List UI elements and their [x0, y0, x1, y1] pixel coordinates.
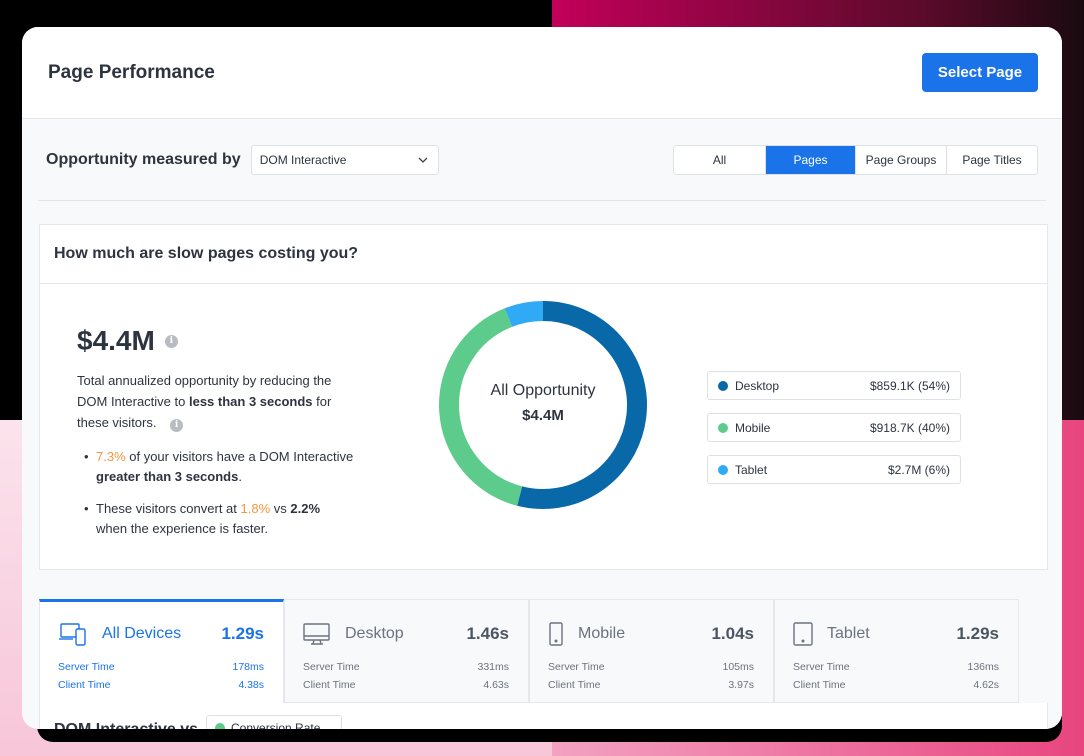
bullet-conversion: These visitors convert at 1.8% vs 2.2% w…: [84, 499, 354, 539]
tab-mobile[interactable]: Mobile 1.04s Server Time 105ms Client Tim…: [529, 599, 774, 703]
bullet-bold: greater than 3 seconds: [96, 469, 239, 484]
device-value: 1.29s: [956, 624, 999, 643]
fast-conversion: 2.2%: [290, 501, 321, 516]
view-segmented-control: All Pages Page Groups Page Titles: [673, 144, 1038, 175]
desktop-dot-icon: [718, 380, 728, 391]
donut-chart: [439, 301, 647, 509]
legend-desktop: Desktop $859.1K (54%): [707, 371, 961, 400]
tab-tablet[interactable]: Tablet 1.29s Server Time 136ms Client Tim…: [774, 599, 1019, 703]
slow-visitor-pct: 7.3%: [96, 449, 126, 464]
desktop-icon: [303, 623, 330, 645]
bullet-text: .: [238, 469, 242, 484]
info-icon[interactable]: i: [164, 334, 178, 348]
bullet-text: These visitors convert at: [96, 501, 241, 516]
client-time-value: 4.63s: [483, 679, 509, 691]
mobile-dot-icon: [718, 422, 728, 433]
tab-desktop[interactable]: Desktop 1.46s Server Time 331ms Client Ti…: [284, 599, 529, 703]
mobile-icon: [549, 622, 563, 646]
chevron-down-icon: [418, 157, 428, 163]
bullet-text: vs: [270, 501, 291, 516]
legend-name: Tablet: [735, 462, 768, 477]
client-time-value: 4.38s: [238, 679, 264, 691]
opportunity-label: Opportunity measured by: [46, 150, 241, 168]
device-name: Tablet: [827, 625, 870, 642]
segment-pages[interactable]: Pages: [765, 145, 855, 174]
metric-select[interactable]: DOM Interactive: [250, 144, 439, 175]
bullet-slow-visitors: 7.3% of your visitors have a DOM Interac…: [84, 447, 354, 487]
desc-text: Total annualized opportunity by reducing…: [77, 373, 332, 409]
header: Page Performance Select Page: [22, 27, 1062, 119]
device-name: Mobile: [578, 625, 626, 642]
desc-text: for these visitors.: [77, 394, 332, 430]
tablet-icon: [793, 622, 813, 646]
conversion-rate-select[interactable]: Conversion Rate: [206, 715, 342, 729]
info-icon[interactable]: i: [170, 419, 184, 432]
devices-icon: [59, 623, 86, 646]
page-performance-card: Page Performance Select Page Opportunity…: [22, 27, 1062, 729]
donut-label: All Opportunity: [490, 382, 596, 399]
client-time-label: Client Time: [58, 679, 111, 691]
conversion-label: Conversion Rate: [231, 721, 321, 729]
filters-bar: Opportunity measured by DOM Interactive …: [38, 119, 1046, 201]
server-time-value: 105ms: [722, 661, 754, 673]
donut-slice-mobile[interactable]: [439, 308, 523, 506]
opportunity-donut: All Opportunity $4.4M: [438, 300, 648, 515]
opportunity-description: Total annualized opportunity by reducing…: [77, 370, 347, 433]
device-value: 1.46s: [466, 624, 509, 643]
opportunity-panel: How much are slow pages costing you? $4.…: [39, 224, 1048, 570]
server-time-value: 178ms: [232, 661, 264, 673]
donut-value: $4.4M: [522, 407, 564, 424]
device-value: 1.29s: [221, 624, 264, 643]
server-time-value: 136ms: [967, 661, 999, 673]
legend-tablet: Tablet $2.7M (6%): [707, 455, 961, 484]
server-time-label: Server Time: [303, 661, 360, 673]
segment-page-groups[interactable]: Page Groups: [855, 145, 946, 174]
donut-slice-desktop[interactable]: [517, 301, 647, 509]
segment-all[interactable]: All: [712, 152, 727, 167]
bullet-text: of your visitors have a DOM Interactive: [125, 449, 354, 464]
page-title: Page Performance: [48, 61, 215, 83]
legend-value: $2.7M (6%): [887, 462, 950, 477]
donut-slice-tablet[interactable]: [504, 301, 544, 328]
bullet-text: when the experience is faster.: [96, 521, 268, 536]
tab-all-devices[interactable]: All Devices 1.29s Server Time 178ms Clien…: [39, 599, 284, 703]
server-time-value: 331ms: [477, 661, 509, 673]
client-time-label: Client Time: [548, 679, 601, 691]
desc-bold: less than 3 seconds: [188, 394, 313, 409]
client-time-label: Client Time: [303, 679, 356, 691]
legend-value: $859.1K (54%): [869, 378, 950, 393]
device-name: Desktop: [345, 625, 404, 642]
legend-value: $918.7K (40%): [869, 420, 950, 435]
slow-conversion: 1.8%: [240, 501, 271, 516]
client-time-value: 4.62s: [973, 679, 999, 691]
device-tabs: All Devices 1.29s Server Time 178ms Clien…: [39, 599, 1019, 703]
server-time-label: Server Time: [793, 661, 850, 673]
comparison-section: DOM Interactive vs Conversion Rate: [39, 703, 1048, 729]
tablet-dot-icon: [718, 464, 728, 475]
total-value: $4.4M: [77, 325, 155, 356]
legend-name: Mobile: [735, 420, 771, 435]
legend-name: Desktop: [735, 378, 780, 393]
metric-value: DOM Interactive: [259, 152, 347, 167]
select-page-button[interactable]: Select Page: [922, 53, 1038, 92]
panel-title: How much are slow pages costing you?: [40, 225, 1047, 284]
device-name: All Devices: [102, 625, 182, 642]
segment-page-titles[interactable]: Page Titles: [946, 145, 1037, 174]
client-time-value: 3.97s: [728, 679, 754, 691]
comparison-title: DOM Interactive vs: [54, 721, 198, 729]
client-time-label: Client Time: [793, 679, 846, 691]
device-value: 1.04s: [711, 624, 754, 643]
server-time-label: Server Time: [548, 661, 605, 673]
server-time-label: Server Time: [58, 661, 115, 673]
total-opportunity: $4.4M i: [77, 325, 178, 357]
conversion-dot-icon: [215, 723, 225, 729]
legend-mobile: Mobile $918.7K (40%): [707, 413, 961, 442]
